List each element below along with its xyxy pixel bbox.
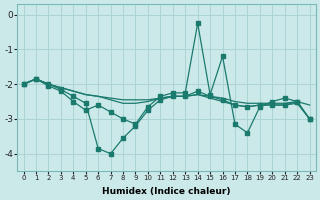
- X-axis label: Humidex (Indice chaleur): Humidex (Indice chaleur): [102, 187, 231, 196]
